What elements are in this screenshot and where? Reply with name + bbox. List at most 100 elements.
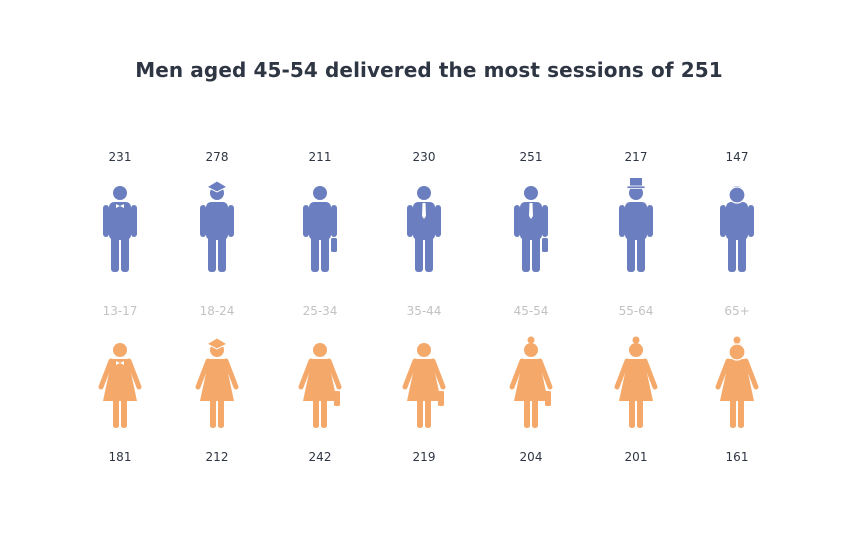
left-arm bbox=[298, 358, 314, 390]
right-arm bbox=[331, 205, 337, 237]
right-arm bbox=[131, 205, 137, 237]
head bbox=[417, 186, 431, 200]
torso bbox=[726, 202, 748, 240]
female-value-label: 161 bbox=[726, 450, 749, 464]
age-group-label: 18-24 bbox=[200, 304, 235, 318]
age-group-label: 55-64 bbox=[619, 304, 654, 318]
top-hat bbox=[630, 178, 642, 187]
bowtie-boy-icon bbox=[103, 186, 137, 272]
head bbox=[313, 186, 327, 200]
right-arm bbox=[748, 205, 754, 237]
graduate-woman-icon bbox=[195, 337, 239, 428]
left-leg bbox=[629, 399, 635, 428]
left-leg bbox=[113, 399, 119, 428]
hair-bun bbox=[632, 336, 640, 344]
torso bbox=[309, 202, 331, 240]
left-leg bbox=[313, 399, 319, 428]
head bbox=[524, 343, 538, 357]
left-leg bbox=[730, 399, 736, 428]
graduate-man-icon bbox=[200, 180, 234, 272]
left-leg bbox=[111, 234, 119, 272]
bowtie bbox=[116, 204, 124, 208]
left-arm bbox=[715, 358, 731, 390]
male-value-label: 147 bbox=[726, 150, 749, 164]
right-arm bbox=[223, 358, 239, 390]
right-leg bbox=[425, 399, 431, 428]
hair-bun bbox=[527, 336, 535, 344]
right-arm bbox=[435, 205, 441, 237]
left-arm bbox=[619, 205, 625, 237]
right-arm bbox=[542, 205, 548, 237]
briefcase bbox=[545, 391, 551, 406]
left-arm bbox=[509, 358, 525, 390]
tie bbox=[422, 203, 426, 219]
torso bbox=[206, 202, 228, 240]
torso bbox=[109, 202, 131, 240]
briefcase-woman-icon bbox=[402, 343, 446, 428]
graduation-cap bbox=[205, 337, 229, 350]
left-leg bbox=[728, 234, 736, 272]
right-leg bbox=[121, 399, 127, 428]
left-arm bbox=[195, 358, 211, 390]
briefcase-man-icon bbox=[303, 186, 337, 272]
right-arm bbox=[430, 358, 446, 390]
dress bbox=[720, 359, 754, 401]
right-leg bbox=[425, 234, 433, 272]
left-leg bbox=[208, 234, 216, 272]
head bbox=[417, 343, 431, 357]
male-value-label: 211 bbox=[309, 150, 332, 164]
age-group-label: 45-54 bbox=[514, 304, 549, 318]
right-arm bbox=[537, 358, 553, 390]
age-group-label: 65+ bbox=[724, 304, 749, 318]
left-leg bbox=[627, 234, 635, 272]
torso bbox=[520, 202, 542, 240]
head bbox=[629, 186, 643, 200]
right-leg bbox=[637, 234, 645, 272]
male-value-label: 251 bbox=[520, 150, 543, 164]
bowtie-girl-icon bbox=[98, 343, 142, 428]
head bbox=[629, 343, 643, 357]
left-arm bbox=[614, 358, 630, 390]
left-leg bbox=[311, 234, 319, 272]
torso bbox=[413, 202, 435, 240]
hair-bun bbox=[733, 336, 741, 344]
graduation-cap bbox=[205, 180, 229, 193]
tie-man-icon bbox=[407, 186, 441, 272]
male-value-label: 217 bbox=[625, 150, 648, 164]
elderly-woman-icon bbox=[715, 336, 759, 428]
female-value-label: 242 bbox=[309, 450, 332, 464]
dress bbox=[619, 359, 653, 401]
bun-briefcase-woman-icon bbox=[509, 336, 553, 428]
right-leg bbox=[218, 234, 226, 272]
briefcase bbox=[334, 391, 340, 406]
right-arm bbox=[743, 358, 759, 390]
left-arm bbox=[514, 205, 520, 237]
briefcase bbox=[331, 238, 337, 252]
left-leg bbox=[415, 234, 423, 272]
dress bbox=[514, 359, 548, 401]
dress bbox=[303, 359, 337, 401]
right-arm bbox=[126, 358, 142, 390]
right-arm bbox=[228, 205, 234, 237]
female-value-label: 201 bbox=[625, 450, 648, 464]
left-arm bbox=[200, 205, 206, 237]
right-arm bbox=[647, 205, 653, 237]
top-hat-brim bbox=[626, 185, 646, 189]
head bbox=[524, 186, 538, 200]
left-leg bbox=[210, 399, 216, 428]
left-arm bbox=[720, 205, 726, 237]
right-leg bbox=[218, 399, 224, 428]
left-arm bbox=[303, 205, 309, 237]
dress bbox=[103, 359, 137, 401]
female-value-label: 219 bbox=[413, 450, 436, 464]
head bbox=[113, 343, 127, 357]
briefcase-woman-icon bbox=[298, 343, 342, 428]
briefcase bbox=[438, 391, 444, 406]
age-group-label: 35-44 bbox=[407, 304, 442, 318]
age-group-label: 13-17 bbox=[103, 304, 138, 318]
dress bbox=[200, 359, 234, 401]
female-value-label: 212 bbox=[206, 450, 229, 464]
left-leg bbox=[417, 399, 423, 428]
right-leg bbox=[321, 234, 329, 272]
